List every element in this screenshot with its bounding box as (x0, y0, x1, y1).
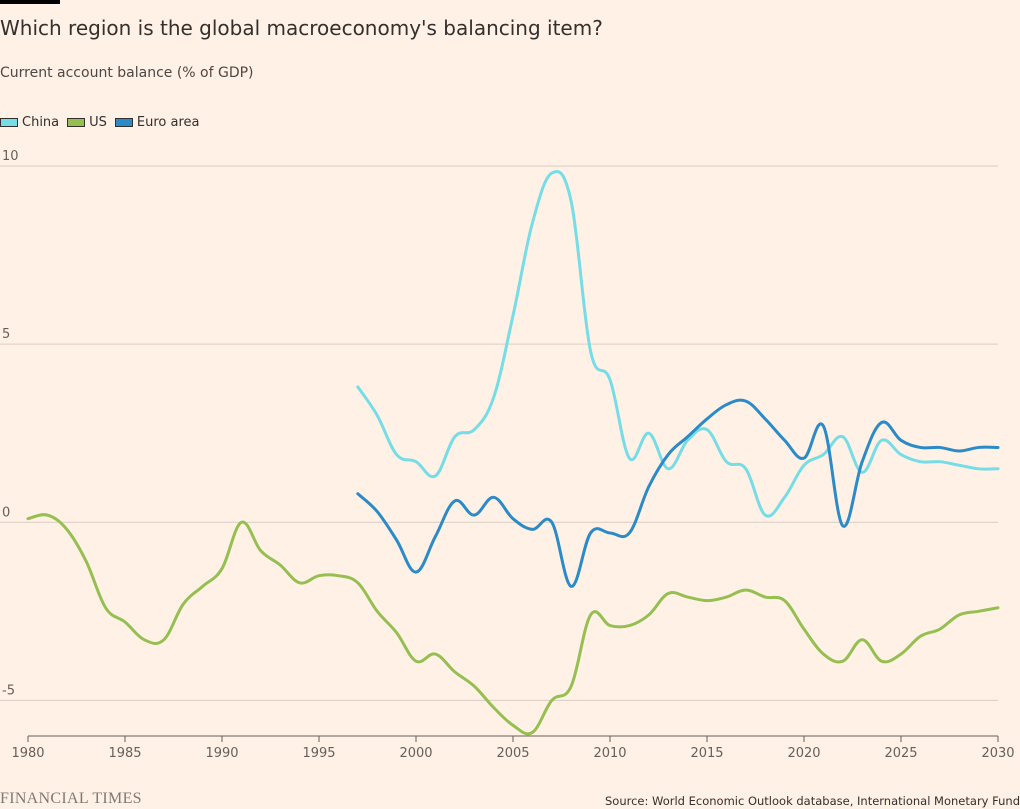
x-axis-ticks: 1980 1985 1990 1995 2000 2005 2010 2015 2020 2025… (11, 735, 1015, 761)
series-line-euro-area (356, 398, 1000, 588)
y-tick-label: 10 (2, 149, 19, 164)
chart-title: Which region is the global macroeconomy'… (0, 16, 603, 40)
legend-swatch-euro-area (114, 117, 133, 127)
series-line-china (356, 169, 1000, 518)
line-chart: 10 5 0 -5 1980 1985 1990 1995 2000 2005 2010 2015 2… (0, 149, 1015, 761)
x-tick-label: 2000 (399, 746, 432, 761)
legend-label-us: US (89, 114, 107, 130)
top-rule (0, 0, 60, 4)
x-tick-label: 2020 (787, 746, 820, 761)
legend-item-us: US (67, 115, 107, 130)
y-tick-label: -5 (2, 683, 15, 698)
x-tick-label: 2015 (690, 746, 723, 761)
series-line-us (26, 513, 1000, 736)
legend-label-china: China (22, 114, 60, 130)
legend-swatch-us (67, 117, 86, 127)
series-lines (26, 169, 1000, 736)
y-axis-ticks: 10 5 0 -5 (2, 149, 19, 698)
x-tick-label: 2030 (981, 746, 1014, 761)
x-tick-label: 2025 (884, 746, 917, 761)
legend-swatch-china (0, 117, 18, 127)
y-tick-label: 5 (2, 327, 10, 342)
x-tick-label: 1985 (108, 746, 141, 761)
chart-subtitle: Current account balance (% of GDP) (0, 65, 254, 81)
legend: China US Euro area (0, 114, 208, 130)
x-tick-label: 1980 (11, 746, 44, 761)
x-tick-label: 1990 (205, 746, 238, 761)
x-tick-label: 1995 (302, 746, 335, 761)
y-tick-label: 0 (2, 505, 10, 520)
legend-item-china: China (0, 115, 59, 130)
ft-logo: FINANCIAL TIMES (0, 790, 142, 807)
legend-label-euro-area: Euro area (136, 114, 200, 130)
legend-item-euro-area: Euro area (114, 114, 200, 130)
x-tick-label: 2010 (593, 746, 626, 761)
source-note: Source: World Economic Outlook database,… (604, 794, 1020, 808)
gridlines (0, 165, 998, 701)
x-tick-label: 2005 (496, 746, 529, 761)
